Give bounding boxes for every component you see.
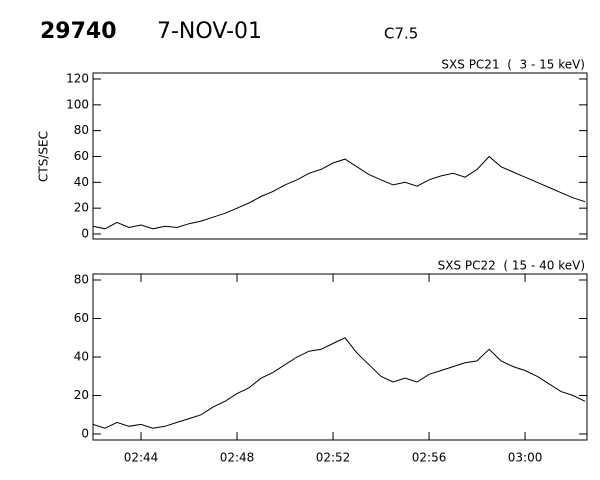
plot-frame <box>92 72 588 240</box>
y-tick-label: 20 <box>74 201 89 215</box>
x-tick-label: 03:00 <box>508 451 543 465</box>
data-line <box>92 155 586 230</box>
x-tick-label: 02:52 <box>316 451 351 465</box>
x-tick-label: 02:48 <box>220 451 255 465</box>
event-id: 29740 <box>40 19 117 44</box>
flare-class: C7.5 <box>384 25 418 43</box>
y-tick-label: 20 <box>74 388 89 402</box>
y-tick-label: 40 <box>74 350 89 364</box>
y-tick-label: 0 <box>81 427 89 441</box>
y-tick-label: 40 <box>74 175 89 189</box>
x-tick-label: 02:56 <box>412 451 447 465</box>
y-tick-label: 60 <box>74 311 89 325</box>
y-tick-label: 100 <box>66 97 89 111</box>
plot-frame <box>92 273 588 441</box>
data-line <box>92 337 586 429</box>
panel-title: SXS PC22 ( 15 - 40 keV) <box>438 259 585 273</box>
panel-title: SXS PC21 ( 3 - 15 keV) <box>441 58 585 72</box>
event-date: 7-NOV-01 <box>157 19 262 44</box>
y-tick-label: 80 <box>74 273 89 287</box>
y-axis-label: CTS/SEC <box>37 131 51 182</box>
y-tick-label: 0 <box>81 227 89 241</box>
x-tick-label: 02:44 <box>124 451 159 465</box>
y-tick-label: 60 <box>74 149 89 163</box>
y-tick-label: 120 <box>66 72 89 86</box>
y-tick-label: 80 <box>74 123 89 137</box>
